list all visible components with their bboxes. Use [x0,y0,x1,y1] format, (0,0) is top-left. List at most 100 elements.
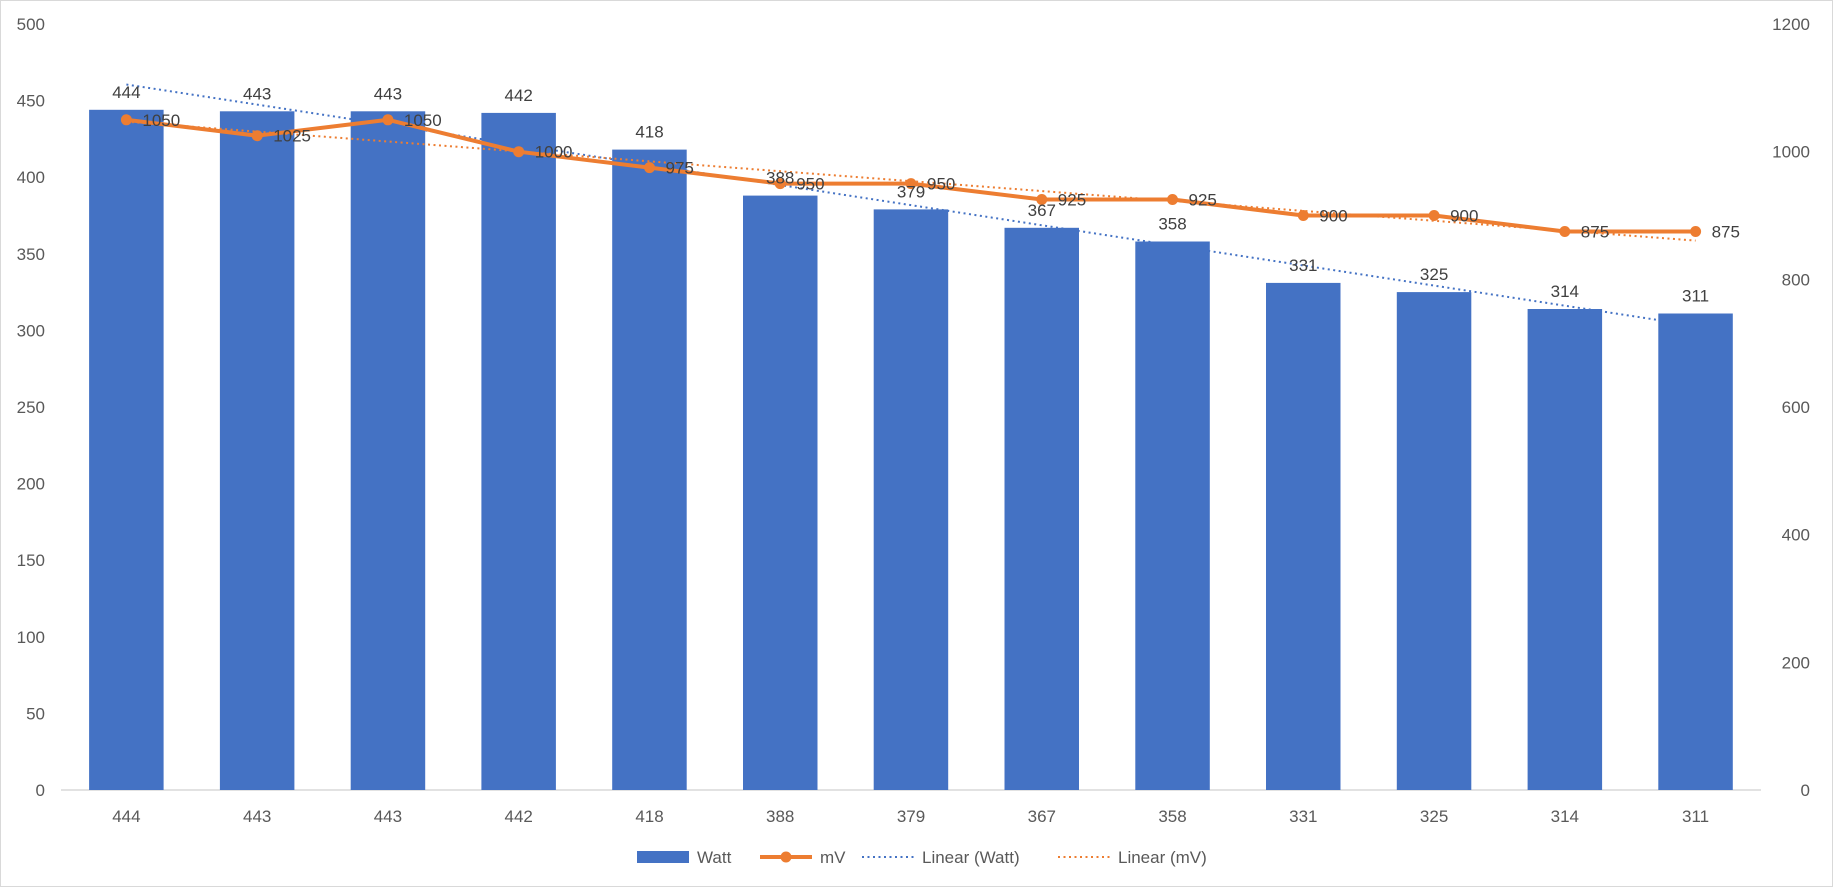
y2-tick-label: 600 [1782,398,1810,417]
bar-watt [1396,292,1472,790]
x-tick-label: 442 [505,807,533,826]
x-tick-label: 367 [1028,807,1056,826]
y-tick-label: 400 [17,168,45,187]
marker-mv [644,162,655,174]
x-tick-label: 311 [1682,807,1709,826]
legend-item: Linear (Watt) [862,848,1020,867]
data-label-watt: 311 [1682,287,1709,306]
data-label-watt: 331 [1289,256,1317,275]
data-label-watt: 418 [635,123,663,142]
bar-watt [1004,227,1079,791]
x-tick-label: 379 [897,807,925,826]
legend-label: Linear (Watt) [922,848,1020,867]
x-tick-label: 314 [1551,807,1579,826]
data-label-mv: 1025 [273,127,311,146]
data-label-watt: 314 [1551,282,1579,301]
x-tick-label: 331 [1289,807,1317,826]
data-label-mv: 900 [1319,207,1347,226]
y2-tick-label: 1200 [1772,15,1810,34]
y2-tick-label: 0 [1801,781,1810,800]
bar-watt [873,209,949,790]
data-label-mv: 1050 [404,111,442,130]
y2-tick-label: 400 [1782,526,1810,545]
marker-mv [1167,194,1178,205]
legend: Watt mV Linear (Watt) Linear (mV) [637,848,1207,867]
marker-mv [251,130,263,142]
legend-item: Watt [637,848,732,867]
data-label-mv: 925 [1058,191,1086,210]
bar-watt [1658,313,1733,790]
marker-mv [1559,226,1571,237]
data-label-watt: 388 [766,169,794,188]
legend-item: mV [760,848,846,867]
line-series-mv [120,114,1702,237]
legend-label: mV [820,848,846,867]
y-tick-label: 150 [17,551,45,570]
bar-watt [1135,241,1210,790]
marker-mv [774,178,786,190]
data-label-mv: 1050 [142,111,180,130]
bar-watt [89,109,164,791]
bar-watt [481,112,556,790]
marker-mv [1036,194,1048,205]
x-tick-label: 358 [1158,807,1186,826]
data-label-mv: 950 [927,175,955,194]
y-tick-label: 0 [36,781,45,800]
y-tick-label: 100 [17,628,45,647]
y-tick-label: 350 [17,245,45,264]
data-label-watt: 444 [112,83,140,102]
x-tick-label: 388 [766,807,794,826]
data-label-watt: 442 [505,86,533,105]
x-tick-label: 444 [112,807,140,826]
y-axis-left: 0 50 100 150 200 250 300 350 400 450 500 [17,15,45,800]
data-label-mv: 1000 [535,143,573,162]
marker-mv [382,114,394,126]
y-tick-label: 250 [17,398,45,417]
bar-watt [1266,282,1341,790]
data-labels: 444 443 443 442 418 388 379 367 358 331 325 314 311 1… [112,83,1740,306]
data-label-watt: 358 [1158,215,1186,234]
data-label-mv: 900 [1450,207,1478,226]
data-label-watt: 443 [243,84,271,103]
y2-tick-label: 1000 [1772,143,1810,162]
x-tick-label: 443 [243,807,271,826]
x-tick-label: 418 [635,807,663,826]
marker-mv [1297,210,1309,221]
data-label-watt: 443 [374,84,402,103]
bar-series-watt [89,109,1733,791]
y-tick-label: 500 [17,15,45,34]
bar-watt [743,195,818,791]
data-label-watt: 379 [897,182,925,201]
marker-mv [1428,210,1440,221]
y2-tick-label: 200 [1782,653,1810,672]
y2-tick-label: 800 [1782,270,1810,289]
legend-swatch-bar [637,851,689,863]
bar-watt [350,111,426,791]
data-label-watt: 325 [1420,265,1448,284]
data-label-mv: 925 [1189,191,1217,210]
y-axis-right: 0 200 400 600 800 1000 1200 [1772,15,1810,800]
bar-watt [219,111,295,791]
y-tick-label: 50 [26,704,45,723]
data-label-mv: 950 [796,175,824,194]
x-tick-label: 325 [1420,807,1448,826]
legend-label: Linear (mV) [1118,848,1207,867]
x-axis: 444 443 443 442 418 388 379 367 358 331 325 314 311 [112,807,1709,826]
y-tick-label: 450 [17,92,45,111]
y-tick-label: 300 [17,321,45,340]
bar-watt [1527,309,1603,790]
legend-label: Watt [697,848,732,867]
marker-mv [905,178,917,190]
marker-mv [1690,226,1702,237]
legend-item: Linear (mV) [1058,848,1207,867]
marker-mv [513,146,525,158]
data-label-mv: 875 [1712,223,1740,242]
data-label-mv: 975 [666,159,694,178]
bar-watt [612,149,687,791]
x-tick-label: 443 [374,807,402,826]
y-tick-label: 200 [17,475,45,494]
legend-swatch-marker [780,851,792,863]
data-label-mv: 875 [1581,223,1609,242]
